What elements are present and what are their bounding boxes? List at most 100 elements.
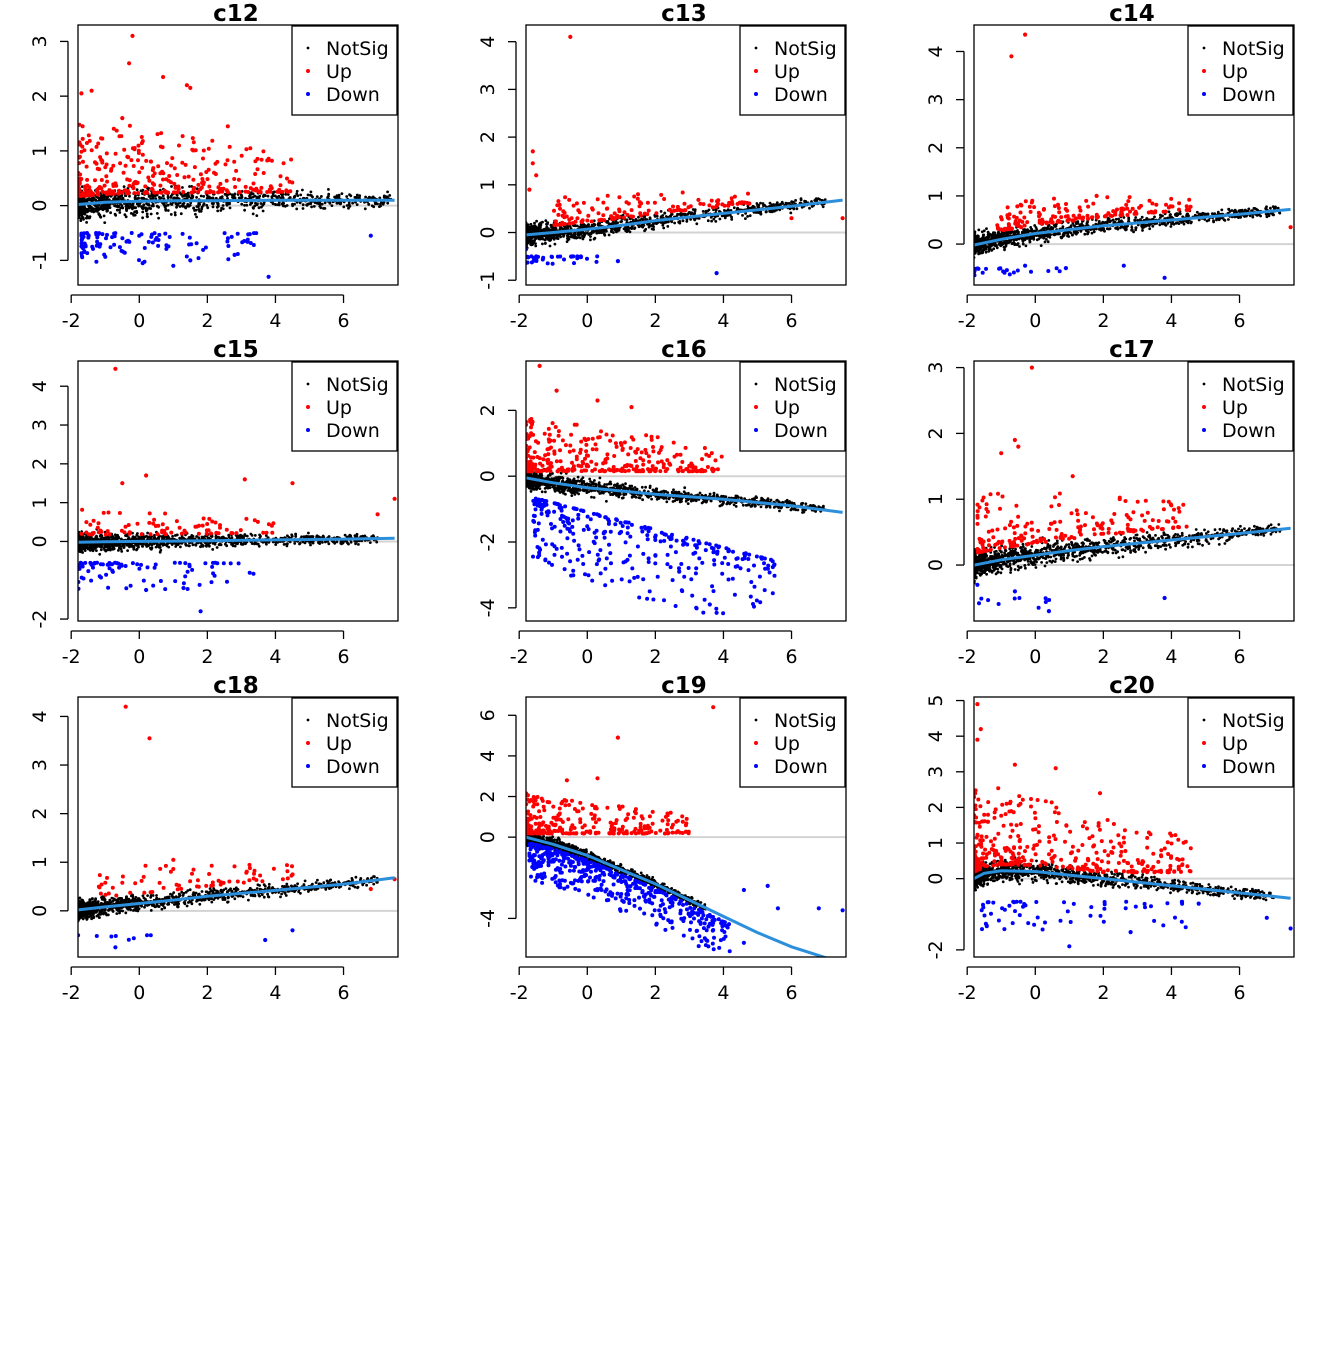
point-down [595, 260, 599, 264]
y-tick-label: 3 [477, 83, 499, 95]
point-notsig [211, 202, 214, 205]
point-up [129, 158, 133, 162]
point-up [556, 213, 560, 217]
point-up [156, 132, 160, 136]
point-up-outlier [534, 173, 538, 177]
point-up [105, 151, 109, 155]
point-notsig [644, 228, 647, 231]
point-notsig [212, 206, 215, 209]
point-up [141, 139, 145, 143]
point-notsig [175, 202, 178, 205]
point-up [143, 191, 147, 195]
point-notsig [1123, 227, 1126, 230]
point-notsig [310, 206, 313, 209]
point-up [617, 195, 621, 199]
point-up [169, 180, 173, 184]
point-down [569, 255, 573, 259]
point-notsig [714, 216, 717, 219]
point-up [572, 204, 576, 208]
point-up [1030, 199, 1034, 203]
point-up [1084, 199, 1088, 203]
point-up-outlier [531, 161, 535, 165]
point-down [1001, 269, 1005, 273]
point-notsig [174, 545, 177, 548]
point-notsig [977, 236, 980, 239]
point-up-outlier [531, 149, 535, 153]
point-down [240, 240, 244, 244]
point-notsig [981, 230, 984, 233]
point-notsig [992, 247, 995, 250]
point-notsig [196, 187, 199, 190]
point-notsig [116, 205, 119, 208]
point-up [1086, 214, 1090, 218]
point-down [562, 258, 566, 262]
legend-label-notsig: NotSig [774, 38, 837, 60]
point-up [563, 195, 567, 199]
point-notsig [300, 535, 303, 538]
point-notsig [765, 210, 768, 213]
point-down [530, 260, 534, 264]
point-notsig [188, 185, 191, 188]
point-notsig [81, 551, 84, 554]
point-up [715, 204, 719, 208]
point-up [150, 187, 154, 191]
point-up [175, 173, 179, 177]
point-up [1124, 203, 1128, 207]
point-up [137, 151, 141, 155]
point-notsig [107, 207, 110, 210]
point-up [225, 188, 229, 192]
legend-marker-down [306, 92, 310, 96]
point-notsig [1098, 228, 1101, 231]
point-up [214, 162, 218, 166]
point-down [96, 232, 100, 236]
point-notsig [137, 205, 140, 208]
point-down [558, 255, 562, 259]
point-notsig [539, 228, 542, 231]
point-notsig [1117, 218, 1120, 221]
point-up [720, 202, 724, 206]
point-notsig [234, 193, 237, 196]
point-up [606, 194, 610, 198]
point-notsig [324, 201, 327, 204]
point-up-outlier [90, 89, 94, 93]
point-notsig [566, 234, 569, 237]
points-down [524, 254, 599, 265]
point-notsig [119, 207, 122, 210]
point-up [1106, 211, 1110, 215]
point-notsig [654, 215, 657, 218]
point-up [597, 211, 601, 215]
point-up [1177, 201, 1181, 205]
point-notsig [618, 229, 621, 232]
point-notsig [253, 205, 256, 208]
point-up [1110, 214, 1114, 218]
point-notsig [195, 216, 198, 219]
point-notsig [594, 237, 597, 240]
point-notsig [562, 235, 565, 238]
point-notsig [1196, 211, 1199, 214]
point-up-outlier [161, 75, 165, 79]
point-notsig [1062, 225, 1065, 228]
point-notsig [595, 232, 598, 235]
point-notsig [1003, 246, 1006, 249]
point-notsig [542, 228, 545, 231]
point-down [551, 262, 555, 266]
point-down [1008, 272, 1012, 276]
x-tick-label: 4 [269, 310, 281, 332]
point-up [1131, 207, 1135, 211]
point-notsig [727, 208, 730, 211]
point-up [240, 154, 244, 158]
point-notsig [1231, 209, 1234, 212]
point-up [96, 167, 100, 171]
point-notsig [327, 188, 330, 191]
point-up-outlier [120, 116, 124, 120]
point-notsig [195, 544, 198, 547]
point-up [1164, 203, 1168, 207]
point-notsig [1170, 225, 1173, 228]
point-notsig [299, 201, 302, 204]
point-notsig [1145, 217, 1148, 220]
point-up [1126, 199, 1130, 203]
point-up [639, 214, 643, 218]
point-notsig [989, 247, 992, 250]
